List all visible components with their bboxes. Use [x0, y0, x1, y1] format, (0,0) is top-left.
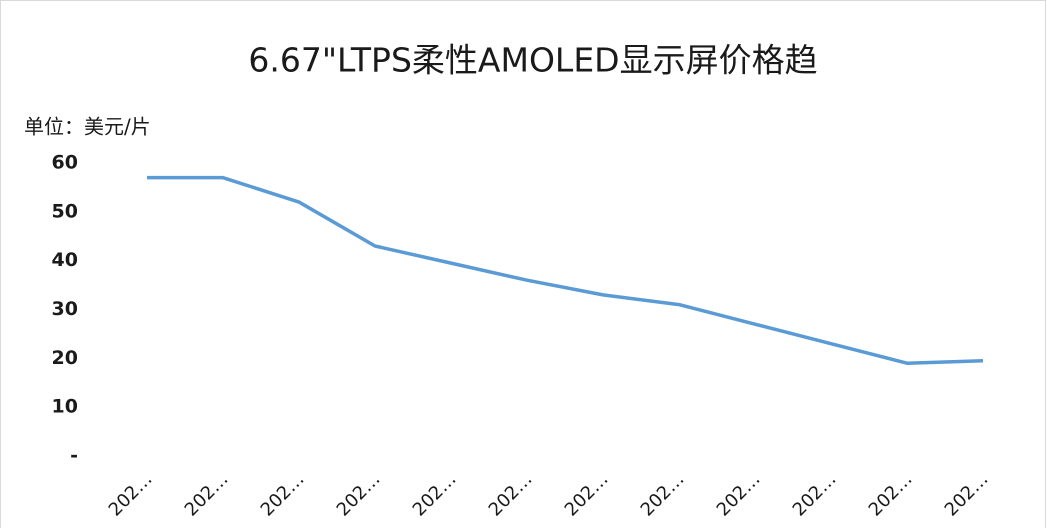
y-tick-label: 10 — [52, 396, 78, 418]
y-tick-label: 50 — [52, 200, 78, 222]
y-axis-label: 单位：美元/片 — [24, 115, 151, 139]
y-tick-label: 40 — [52, 249, 78, 271]
y-tick-label: - — [70, 445, 78, 467]
y-tick-label: 30 — [52, 298, 78, 320]
chart-title: 6.67"LTPS柔性AMOLED显示屏价格趋 — [248, 41, 817, 80]
y-tick-label: 60 — [52, 152, 78, 174]
line-series — [147, 175, 984, 365]
y-tick-label: 20 — [52, 347, 78, 369]
